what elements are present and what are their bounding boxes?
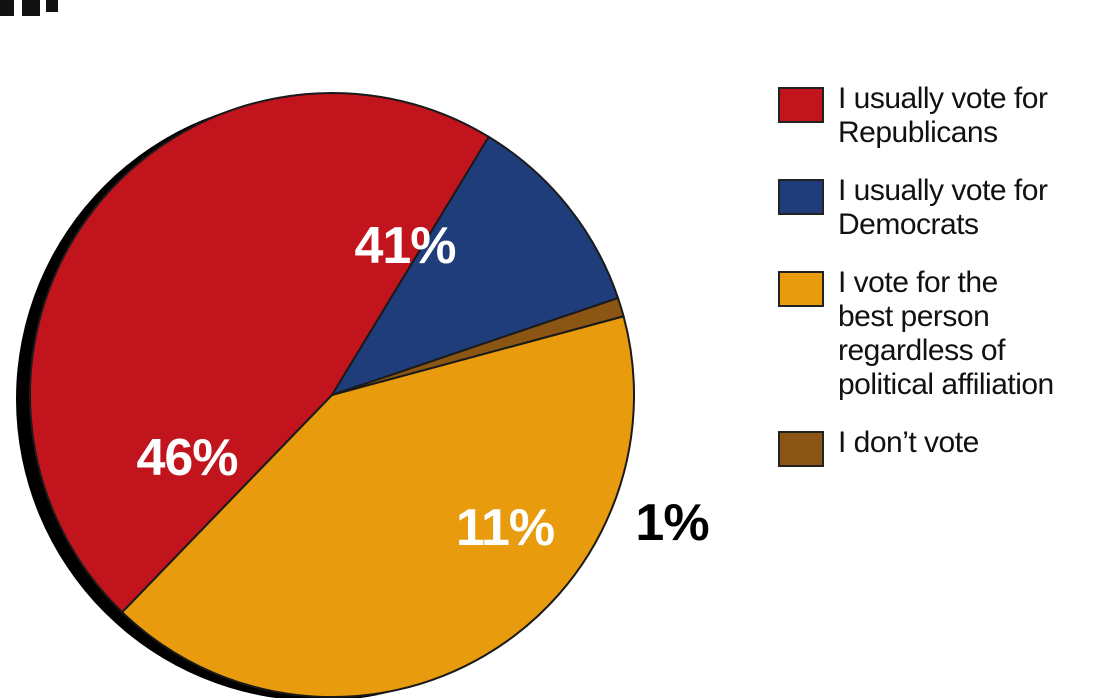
pie-label-1pct: 1% [635, 494, 708, 552]
legend-item: I usually vote for Democrats [778, 174, 1108, 242]
legend-swatch [778, 431, 824, 467]
legend-item: I don’t vote [778, 426, 1108, 467]
pie-chart: 46% 11% 1% 41% [16, 92, 710, 698]
pie-labels: 46% 11% 1% 41% [136, 217, 709, 557]
pie-label-41pct: 41% [354, 217, 455, 275]
cropped-title-fragment [0, 0, 58, 16]
legend-label: I vote for the best person regardless of… [838, 266, 1054, 401]
legend-label: I don’t vote [838, 426, 979, 459]
pie-slices [29, 92, 635, 698]
legend-item: I vote for the best person regardless of… [778, 266, 1108, 402]
chart-legend: I usually vote for Republicans I usually … [778, 82, 1108, 491]
legend-item: I usually vote for Republicans [778, 82, 1108, 150]
legend-label: I usually vote for Republicans [838, 82, 1048, 149]
legend-label: I usually vote for Democrats [838, 174, 1048, 241]
legend-swatch [778, 87, 824, 123]
legend-swatch [778, 179, 824, 215]
legend-swatch [778, 271, 824, 307]
pie-label-46pct: 46% [136, 429, 237, 487]
pie-slice-46pct [29, 92, 491, 614]
pie-slice-41pct [120, 315, 635, 698]
pie-label-11pct: 11% [456, 499, 554, 557]
pie-slice-11pct [329, 135, 620, 397]
